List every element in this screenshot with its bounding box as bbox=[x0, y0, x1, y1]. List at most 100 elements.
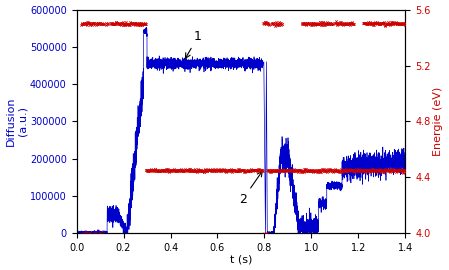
Point bbox=[379, 21, 386, 25]
Point bbox=[326, 168, 333, 172]
Point bbox=[158, 169, 166, 173]
Point bbox=[336, 20, 343, 24]
Point bbox=[293, 169, 300, 173]
Point bbox=[368, 22, 375, 26]
Text: 2: 2 bbox=[238, 171, 262, 206]
Point bbox=[336, 168, 343, 173]
Point bbox=[268, 168, 275, 172]
Point bbox=[266, 22, 273, 27]
Point bbox=[394, 168, 401, 173]
Point bbox=[306, 22, 313, 26]
Point bbox=[270, 22, 277, 26]
Point bbox=[267, 169, 274, 173]
Point bbox=[155, 168, 162, 173]
Point bbox=[400, 21, 407, 26]
Point bbox=[220, 168, 227, 173]
Point bbox=[313, 21, 320, 25]
Point bbox=[295, 169, 303, 173]
Point bbox=[265, 22, 273, 27]
Point bbox=[376, 169, 383, 174]
Point bbox=[110, 21, 117, 25]
Point bbox=[277, 21, 285, 25]
Point bbox=[173, 168, 180, 173]
Point bbox=[204, 168, 211, 173]
Point bbox=[353, 168, 360, 173]
Point bbox=[387, 22, 395, 26]
Point bbox=[360, 21, 367, 25]
Point bbox=[141, 22, 149, 26]
Point bbox=[201, 169, 208, 173]
Point bbox=[127, 22, 134, 27]
Point bbox=[309, 170, 316, 174]
Point bbox=[320, 168, 327, 172]
Point bbox=[285, 168, 292, 172]
Point bbox=[82, 22, 89, 26]
Point bbox=[112, 22, 119, 26]
Point bbox=[97, 22, 104, 26]
Point bbox=[145, 168, 153, 173]
Point bbox=[199, 168, 207, 173]
Point bbox=[149, 167, 156, 172]
Point bbox=[131, 21, 138, 25]
Point bbox=[250, 168, 257, 173]
Point bbox=[298, 168, 305, 173]
Point bbox=[318, 21, 325, 25]
Point bbox=[84, 230, 91, 235]
Point bbox=[284, 168, 291, 173]
Point bbox=[211, 168, 219, 173]
Point bbox=[189, 169, 196, 173]
Point bbox=[333, 169, 340, 173]
Point bbox=[343, 22, 350, 26]
Point bbox=[337, 168, 344, 173]
Point bbox=[355, 169, 362, 173]
Point bbox=[186, 169, 194, 174]
Point bbox=[165, 168, 172, 173]
Point bbox=[88, 233, 95, 237]
Point bbox=[286, 168, 293, 173]
Point bbox=[100, 22, 107, 26]
Point bbox=[362, 21, 370, 26]
Point bbox=[355, 167, 362, 171]
Point bbox=[385, 22, 392, 26]
Point bbox=[80, 21, 88, 25]
Point bbox=[380, 168, 387, 173]
Point bbox=[98, 21, 106, 25]
Point bbox=[124, 22, 132, 26]
Point bbox=[152, 167, 159, 171]
Point bbox=[139, 22, 146, 26]
Point bbox=[233, 169, 240, 173]
Point bbox=[102, 22, 110, 27]
Point bbox=[338, 170, 345, 174]
Point bbox=[350, 21, 357, 26]
Point bbox=[275, 168, 282, 173]
Point bbox=[255, 168, 263, 172]
Point bbox=[318, 168, 325, 173]
Point bbox=[92, 230, 100, 234]
Point bbox=[383, 21, 390, 26]
Point bbox=[85, 230, 92, 235]
Point bbox=[243, 168, 251, 173]
Point bbox=[205, 168, 212, 172]
Point bbox=[374, 170, 381, 174]
Point bbox=[384, 22, 392, 26]
Point bbox=[286, 168, 293, 172]
Point bbox=[246, 169, 253, 173]
Point bbox=[85, 21, 92, 25]
Point bbox=[100, 228, 107, 233]
Point bbox=[361, 169, 369, 173]
Point bbox=[110, 21, 117, 26]
Point bbox=[263, 231, 270, 235]
Point bbox=[193, 168, 200, 172]
Point bbox=[303, 22, 310, 26]
Point bbox=[397, 168, 405, 172]
Point bbox=[342, 168, 349, 173]
Point bbox=[383, 168, 390, 173]
Point bbox=[383, 168, 390, 172]
Point bbox=[313, 22, 321, 26]
Point bbox=[276, 168, 283, 172]
Point bbox=[342, 21, 349, 25]
Point bbox=[331, 168, 339, 173]
Point bbox=[264, 231, 271, 235]
Point bbox=[234, 168, 242, 173]
Point bbox=[88, 23, 95, 27]
